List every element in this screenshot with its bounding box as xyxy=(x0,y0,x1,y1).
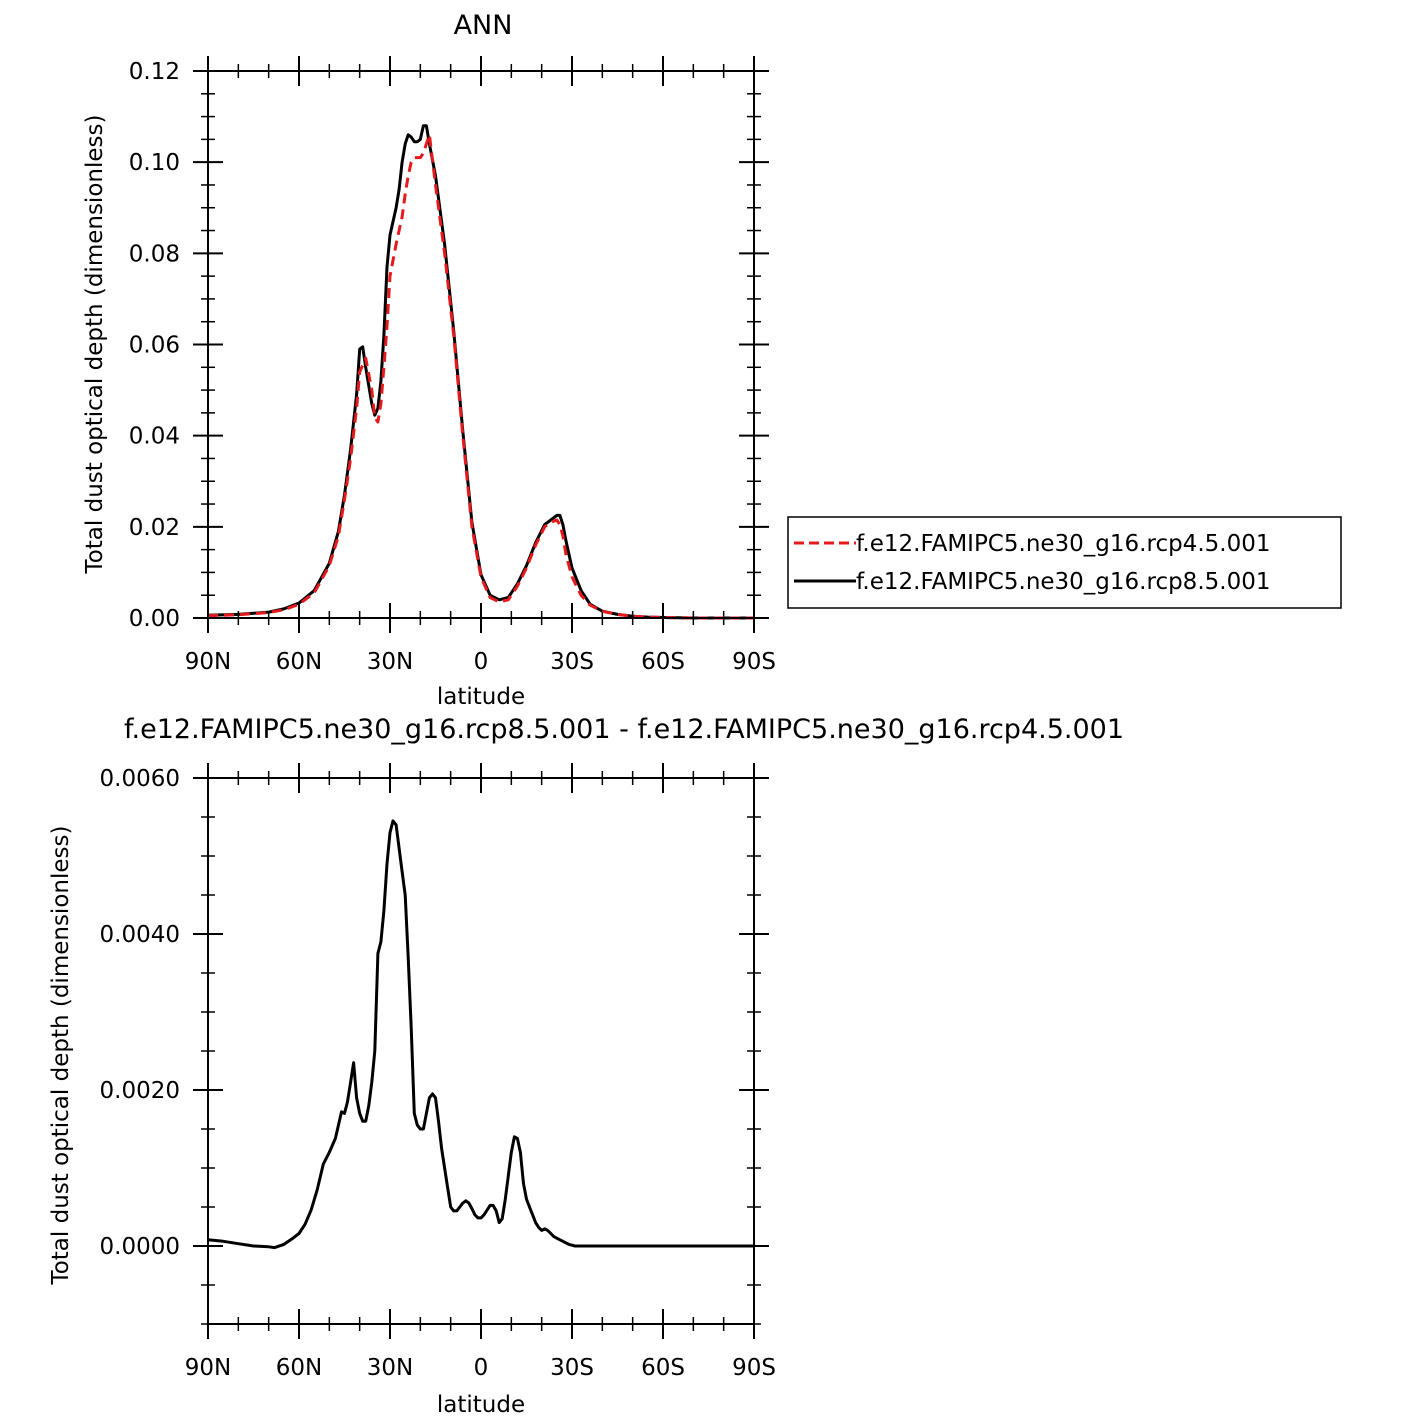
y-tick-label: 0.0060 xyxy=(100,766,180,792)
panel-1-title: ANN xyxy=(454,10,513,41)
panel-annual-mean: ANN Total dust optical depth (dimensionl… xyxy=(82,10,776,710)
x-tick-label: 30N xyxy=(367,649,413,675)
y-tick-label: 0.08 xyxy=(129,241,180,267)
y-tick-label: 0.02 xyxy=(129,515,180,541)
panel-1-x-axis: 90N 60N 30N 0 30S 60S 90S xyxy=(185,56,776,675)
panel-2-y-axis: 0.0000 0.0020 0.0040 0.0060 xyxy=(100,766,769,1325)
panel-2-plot-frame xyxy=(207,777,755,1325)
x-tick-label: 90N xyxy=(185,649,231,675)
y-tick-label: 0.04 xyxy=(129,424,180,450)
legend: f.e12.FAMIPC5.ne30_g16.rcp4.5.001 f.e12.… xyxy=(787,516,1342,609)
x-tick-label: 60N xyxy=(276,1355,322,1381)
panel-2-xlabel: latitude xyxy=(437,1392,525,1418)
legend-label-rcp85: f.e12.FAMIPC5.ne30_g16.rcp8.5.001 xyxy=(856,569,1270,595)
legend-label-rcp45: f.e12.FAMIPC5.ne30_g16.rcp4.5.001 xyxy=(856,531,1270,557)
y-tick-label: 0.06 xyxy=(129,333,180,359)
x-tick-label: 0 xyxy=(474,649,489,675)
x-tick-label: 30S xyxy=(550,1355,594,1381)
panel-2-x-axis: 90N 60N 30N 0 30S 60S 90S xyxy=(185,763,776,1381)
panel-1-plot-frame xyxy=(207,70,755,619)
series-line-rcp45 xyxy=(207,133,754,620)
panel-1-series xyxy=(207,124,754,620)
y-tick-label: 0.0040 xyxy=(100,922,180,948)
panel-2-ylabel: Total dust optical depth (dimensionless) xyxy=(48,826,74,1286)
y-tick-label: 0.0000 xyxy=(100,1234,180,1260)
y-tick-label: 0.0020 xyxy=(100,1078,180,1104)
x-tick-label: 60S xyxy=(641,1355,685,1381)
panel-difference: f.e12.FAMIPC5.ne30_g16.rcp8.5.001 - f.e1… xyxy=(48,714,1124,1418)
x-tick-label: 90S xyxy=(732,1355,776,1381)
panel-2-title: f.e12.FAMIPC5.ne30_g16.rcp8.5.001 - f.e1… xyxy=(124,714,1124,745)
y-tick-label: 0.00 xyxy=(129,606,180,632)
x-tick-label: 60N xyxy=(276,649,322,675)
y-tick-label: 0.12 xyxy=(129,59,180,85)
series-line-rcp85 xyxy=(207,124,754,620)
x-tick-label: 90S xyxy=(732,649,776,675)
panel-2-series xyxy=(207,819,754,1250)
series-line-difference xyxy=(207,819,754,1250)
x-tick-label: 60S xyxy=(641,649,685,675)
x-tick-label: 30S xyxy=(550,649,594,675)
panel-1-ylabel: Total dust optical depth (dimensionless) xyxy=(82,115,108,575)
x-tick-label: 30N xyxy=(367,1355,413,1381)
x-tick-label: 0 xyxy=(474,1355,489,1381)
x-tick-label: 90N xyxy=(185,1355,231,1381)
panel-1-y-axis: 0.00 0.02 0.04 0.06 0.08 0.10 0.12 xyxy=(129,59,769,632)
legend-box xyxy=(787,516,1342,609)
y-tick-label: 0.10 xyxy=(129,150,180,176)
panel-1-xlabel: latitude xyxy=(437,684,525,710)
